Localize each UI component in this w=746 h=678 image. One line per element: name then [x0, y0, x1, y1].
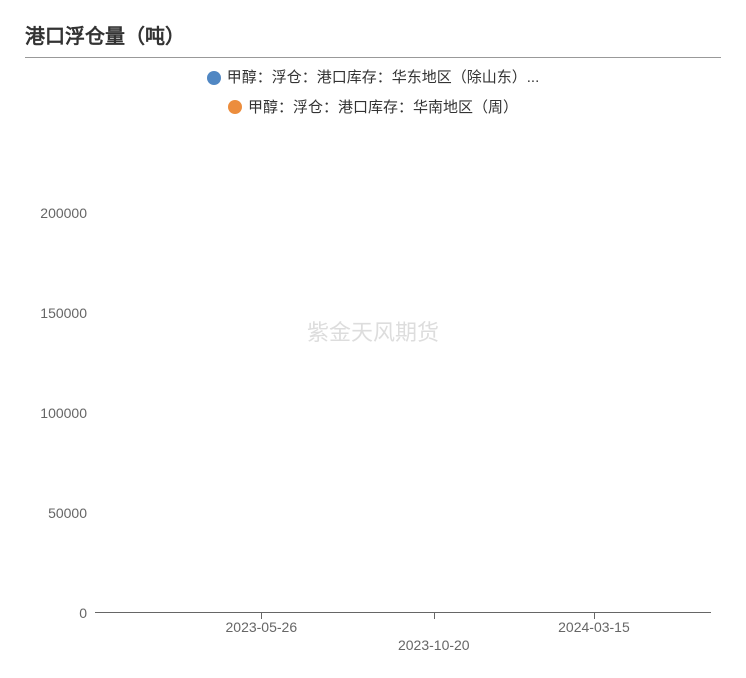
y-tick: 150000 [40, 305, 87, 321]
y-tick: 200000 [40, 205, 87, 221]
x-tick-label: 2024-03-15 [558, 619, 630, 635]
legend-dot-2 [228, 100, 242, 114]
legend: 甲醇：浮仓：港口库存：华东地区（除山东）... 甲醇：浮仓：港口库存：华南地区（… [25, 64, 721, 123]
y-tick: 0 [79, 605, 87, 621]
bars-wrapper [95, 133, 711, 612]
chart-region [95, 133, 711, 613]
x-tick-label: 2023-10-20 [398, 637, 470, 653]
chart-container: 港口浮仓量（吨） 甲醇：浮仓：港口库存：华东地区（除山东）... 甲醇：浮仓：港… [0, 0, 746, 678]
legend-label-2: 甲醇：浮仓：港口库存：华南地区（周） [248, 94, 518, 121]
legend-item-2: 甲醇：浮仓：港口库存：华南地区（周） [228, 94, 518, 121]
legend-label-1: 甲醇：浮仓：港口库存：华东地区（除山东）... [227, 64, 540, 91]
x-tick-mark [434, 613, 435, 619]
legend-dot-1 [207, 71, 221, 85]
legend-item-1: 甲醇：浮仓：港口库存：华东地区（除山东）... [207, 64, 540, 91]
chart-title: 港口浮仓量（吨） [25, 20, 721, 58]
plot-area: 紫金天风期货 050000100000150000200000 2023-05-… [25, 133, 721, 653]
x-tick-label: 2023-05-26 [226, 619, 298, 635]
x-axis: 2023-05-26 2023-10-20 2024-03-15 [95, 613, 711, 653]
y-tick: 50000 [48, 505, 87, 521]
y-axis: 050000100000150000200000 [25, 133, 95, 613]
y-tick: 100000 [40, 405, 87, 421]
